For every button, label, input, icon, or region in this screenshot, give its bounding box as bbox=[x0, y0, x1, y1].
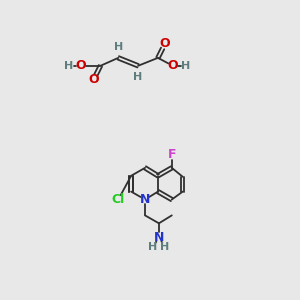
Text: N: N bbox=[140, 193, 150, 206]
Text: H: H bbox=[181, 61, 190, 71]
Text: F: F bbox=[167, 148, 176, 161]
Text: H: H bbox=[134, 72, 143, 82]
Text: H: H bbox=[114, 42, 123, 52]
Text: O: O bbox=[88, 73, 99, 86]
Text: O: O bbox=[75, 59, 86, 72]
Text: O: O bbox=[167, 59, 178, 72]
Text: O: O bbox=[160, 38, 170, 50]
Text: N: N bbox=[154, 231, 164, 244]
Text: Cl: Cl bbox=[112, 193, 125, 206]
Text: H: H bbox=[148, 242, 158, 252]
Text: H: H bbox=[160, 242, 170, 252]
Text: H: H bbox=[64, 61, 74, 71]
